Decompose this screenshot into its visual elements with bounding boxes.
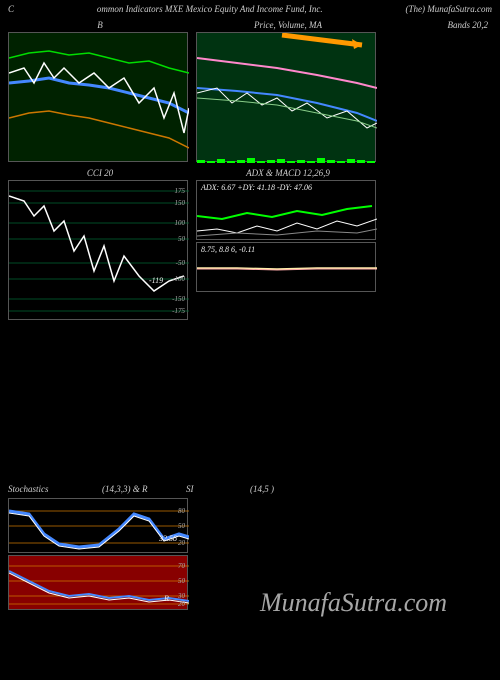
chart-bands-label-wrap: Bands 20,2 [384,18,492,162]
header-left: C [8,4,14,14]
chart-bollinger-bands [8,32,188,162]
row-1: B Price, Volume, MA Bands 20,2 [0,18,500,162]
chart-price-volume [196,32,376,162]
ytick-label: 80 [178,507,185,515]
row-2: CCI 20 -119 175 150 100 50 -50 -100 -150 -175 AD… [0,166,500,320]
chart-bb-wrap: B [8,18,192,162]
ytick-label: -100 [172,275,185,283]
chart-cci: -119 175 150 100 50 -50 -100 -150 -175 [8,180,188,320]
ytick-label: 50 [178,522,185,530]
chart-cci-title: CCI 20 [8,166,192,180]
header-right: (The) MunafaSutra.com [405,4,492,14]
ytick-label: 150 [175,199,186,207]
ytick-label: 70 [178,562,185,570]
chart-value-label: R [164,594,169,603]
ytick-label: -150 [172,295,185,303]
stoch-label-1: Stochastics [8,484,98,494]
chart-bb-title: B [8,18,192,32]
chart-adx: ADX: 6.67 +DY: 41.18 -DY: 47.06 [196,180,376,240]
chart-macd: 8.75, 8.8 6, -0.11 [196,242,376,292]
ytick-label: 20 [178,600,185,608]
chart-subtitle: 8.75, 8.8 6, -0.11 [201,245,255,254]
page-header: C ommon Indicators MXE Mexico Equity And… [0,0,500,18]
chart-adx-macd-wrap: ADX & MACD 12,26,9 ADX: 6.67 +DY: 41.18 … [196,166,380,320]
ytick-label: -175 [172,307,185,315]
chart-adx-title: ADX & MACD 12,26,9 [196,166,380,180]
chart-subtitle: ADX: 6.67 +DY: 41.18 -DY: 47.06 [201,183,312,192]
stoch-label-3: SI [186,484,246,494]
ytick-label: 50 [178,577,185,585]
stoch-label-4: (14,5 ) [250,484,274,494]
ytick-label: 100 [175,219,186,227]
ytick-label: 175 [175,187,186,195]
ytick-label: 30 [178,592,185,600]
ytick-label: 20 [178,539,185,547]
chart-rsi: R 70 50 3020 [8,555,188,610]
chart-value-label: 32.58 [159,534,177,543]
gap-spacer [0,324,500,484]
header-center: ommon Indicators MXE Mexico Equity And I… [97,4,323,14]
ytick-label: 50 [178,235,185,243]
stoch-label-2: (14,3,3) & R [102,484,182,494]
chart-price-title: Price, Volume, MA [196,18,380,32]
chart-stochastics: 32.58 80 50 20 [8,498,188,553]
row-3: 32.58805020 R70503020 [0,498,500,610]
bands-label: Bands 20,2 [384,18,492,32]
row-3-titles: Stochastics (14,3,3) & R SI (14,5 ) [0,484,500,494]
chart-price-wrap: Price, Volume, MA [196,18,380,162]
chart-value-label: -119 [149,276,163,285]
ytick-label: -50 [176,259,185,267]
chart-cci-wrap: CCI 20 -119 175 150 100 50 -50 -100 -150 -175 [8,166,192,320]
